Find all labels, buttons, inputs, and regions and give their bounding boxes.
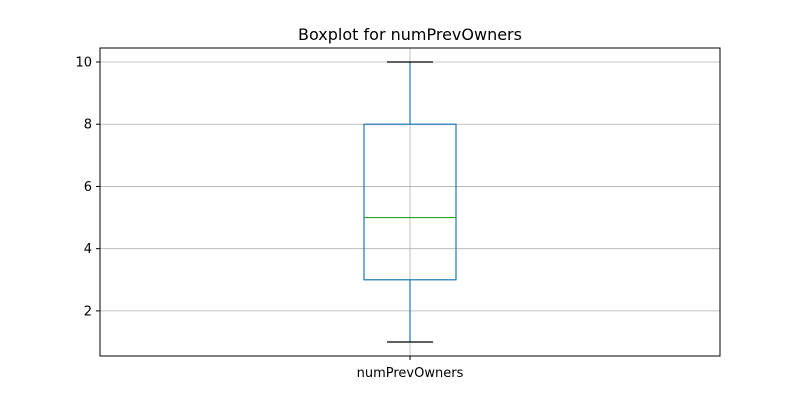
chart-title: Boxplot for numPrevOwners [298, 25, 522, 44]
y-tick-label: 6 [84, 180, 92, 195]
y-tick-label: 4 [84, 242, 92, 257]
interquartile-box [363, 123, 457, 281]
y-tick-label: 8 [84, 118, 92, 133]
y-tick-label: 10 [75, 56, 92, 71]
axis-layer: 2 4 6 8 10 numPrevOwners [75, 47, 721, 381]
y-tick-label: 2 [84, 304, 92, 319]
x-tick-label: numPrevOwners [357, 366, 464, 381]
box-layer [363, 61, 457, 343]
